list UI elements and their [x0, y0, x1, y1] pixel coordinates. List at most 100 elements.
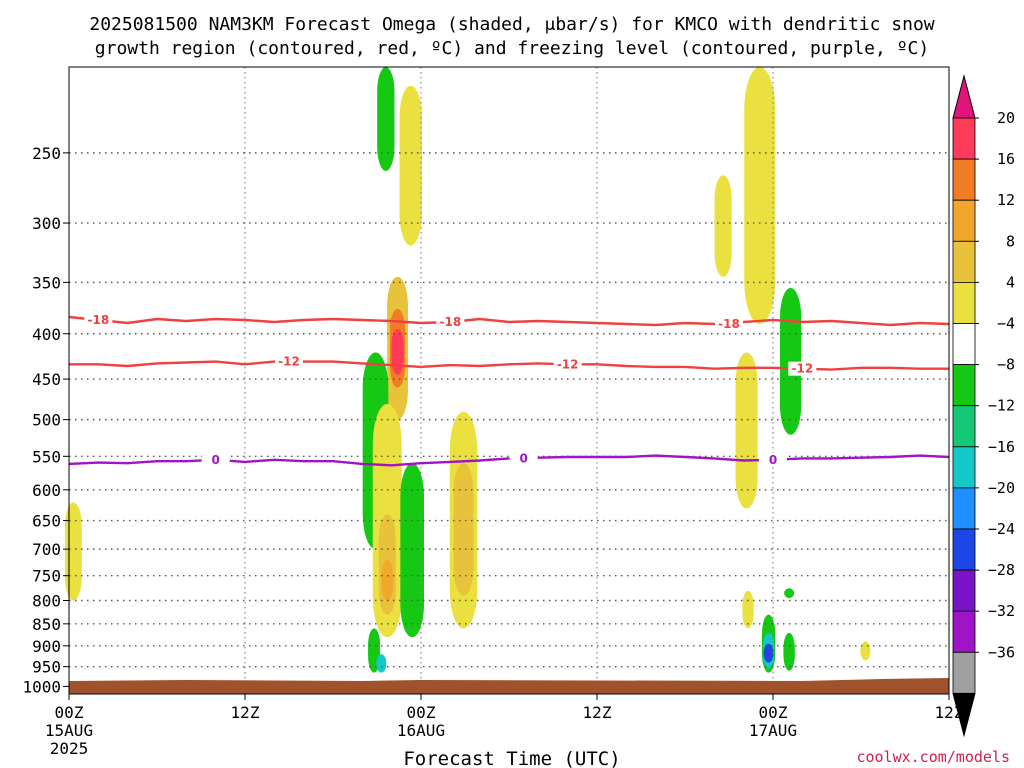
contour-label-bg — [84, 313, 113, 328]
x-tick-date: 15AUG — [45, 721, 93, 740]
colorbar-swatch — [952, 651, 976, 694]
colorbar-label: 16 — [997, 150, 1015, 168]
y-tick-label: 250 — [32, 144, 61, 163]
colorbar-label: −8 — [997, 356, 1015, 374]
y-tick-label: 750 — [32, 567, 61, 586]
colorbar-swatch — [952, 364, 976, 407]
contour-label-bg — [275, 354, 303, 369]
terrain-fill — [69, 678, 949, 694]
colorbar-label: −24 — [988, 520, 1015, 538]
colorbar-label: −16 — [988, 438, 1015, 456]
colorbar-label: 8 — [1006, 232, 1015, 250]
colorbar-bottom-arrow — [952, 692, 976, 738]
chart-title-line2: growth region (contoured, red, ºC) and f… — [95, 38, 929, 59]
colorbar-label: −32 — [988, 602, 1015, 620]
x-tick-label: 12Z — [231, 703, 260, 722]
x-tick-date: 17AUG — [749, 721, 797, 740]
omega-cell — [744, 67, 776, 325]
colorbar-label: −28 — [988, 561, 1015, 579]
omega-cell — [391, 328, 404, 375]
y-tick-label: 950 — [32, 658, 61, 677]
colorbar-label: −12 — [988, 397, 1015, 415]
y-tick-label: 850 — [32, 615, 61, 634]
colorbar-top-arrow — [952, 74, 976, 119]
y-axis: 250 300 350 400 450 500 550 600 650 700 750 800 850 9… — [22, 144, 69, 696]
x-tick-label: 12Z — [583, 703, 612, 722]
y-tick-label: 550 — [32, 447, 61, 466]
y-tick-label: 450 — [32, 370, 61, 389]
x-tick-label: 00Z — [407, 703, 436, 722]
contour-label: 0 — [519, 451, 527, 465]
y-tick-label: 650 — [32, 512, 61, 531]
omega-cell — [399, 85, 422, 246]
x-tick-date: 16AUG — [397, 721, 445, 740]
colorbar-label: 4 — [1006, 273, 1015, 291]
colorbar-label: 12 — [997, 191, 1015, 209]
omega-cell — [64, 502, 82, 601]
colorbar-label: −20 — [988, 479, 1015, 497]
colorbar-label: −4 — [997, 315, 1015, 333]
y-tick-label: 600 — [32, 481, 61, 500]
omega-cell — [377, 67, 395, 171]
colorbar-swatch — [952, 569, 976, 612]
contour-line — [68, 454, 950, 467]
colorbar-swatch — [952, 323, 976, 365]
omega-cell — [742, 590, 754, 629]
x-tick-year: 2025 — [50, 739, 89, 758]
contour-label: -12 — [278, 355, 300, 369]
contour-label-bg — [759, 452, 787, 467]
y-tick-label: 1000 — [22, 677, 61, 696]
contour-line — [68, 315, 950, 327]
y-tick-label: 300 — [32, 214, 61, 233]
plot-frame — [68, 66, 950, 695]
contour-label-bg — [436, 315, 465, 330]
omega-cell — [714, 175, 732, 277]
omega-cell — [779, 287, 802, 435]
colorbar-swatch — [952, 117, 976, 160]
contour-label-bg — [715, 317, 743, 332]
omega-cell — [763, 643, 774, 663]
colorbar-swatch — [952, 528, 976, 571]
temperature-contours: -18 -18 -18 -12 -12 -12 0 0 0 — [68, 313, 950, 467]
terrain-ground — [69, 678, 949, 694]
contour-label-bg — [201, 452, 230, 467]
colorbar: 20 16 12 8 4 −4 −8 −12 −16 −20 −24 −28 −32 −36 — [952, 74, 1015, 738]
colorbar-swatch — [952, 199, 976, 242]
colorbar-swatch — [952, 610, 976, 653]
credit-text: coolwx.com/models — [856, 748, 1010, 766]
chart-title-line1: 2025081500 NAM3KM Forecast Omega (shaded… — [89, 14, 934, 35]
x-axis-label: Forecast Time (UTC) — [403, 748, 620, 768]
contour-label-bg — [788, 361, 817, 376]
omega-cell — [735, 352, 758, 509]
omega-cell — [381, 559, 394, 601]
contour-label: 0 — [769, 453, 777, 467]
colorbar-label: −36 — [988, 643, 1015, 661]
contour-label: -18 — [718, 317, 740, 331]
omega-cell — [784, 588, 795, 599]
colorbar-swatch — [952, 446, 976, 489]
contour-label-bg — [509, 451, 538, 466]
colorbar-swatch — [952, 487, 976, 530]
contour-label: -12 — [791, 362, 813, 376]
omega-cell — [783, 632, 795, 671]
colorbar-swatch — [952, 281, 976, 324]
y-tick-label: 900 — [32, 637, 61, 656]
omega-cell — [400, 463, 425, 638]
colorbar-label: 20 — [997, 109, 1015, 127]
colorbar-swatch — [952, 158, 976, 201]
contour-label: -18 — [87, 313, 109, 327]
x-tick-label: 00Z — [759, 703, 788, 722]
omega-cell — [376, 654, 387, 673]
omega-shading — [64, 67, 871, 673]
y-tick-label: 700 — [32, 540, 61, 559]
colorbar-swatch — [952, 240, 976, 283]
contour-label-bg — [553, 357, 582, 372]
omega-cell — [453, 463, 474, 596]
contour-label: -18 — [439, 315, 461, 329]
y-tick-label: 400 — [32, 325, 61, 344]
colorbar-swatch — [952, 405, 976, 448]
grid-lines — [69, 67, 949, 694]
omega-cell — [860, 641, 871, 661]
